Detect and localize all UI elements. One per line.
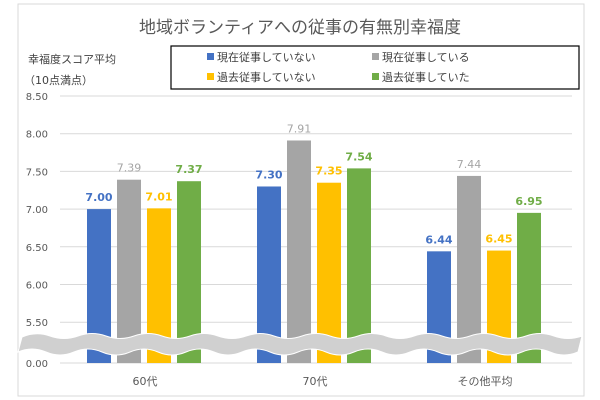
- legend-entry: 現在従事していない: [217, 51, 316, 64]
- data-label: 7.91: [287, 122, 312, 135]
- data-label: 6.95: [515, 195, 542, 208]
- bar: [177, 181, 201, 363]
- data-label: 7.30: [255, 168, 282, 181]
- data-label: 7.00: [85, 191, 112, 204]
- bar: [347, 168, 371, 363]
- y-tick-label: 7.00: [26, 205, 48, 216]
- data-label: 6.44: [425, 233, 452, 246]
- bar: [317, 182, 341, 363]
- y-tick-label: 0.00: [26, 359, 48, 370]
- y-tick-label: 5.50: [26, 318, 48, 329]
- y-axis-label: 幸福度スコア平均: [28, 52, 116, 66]
- y-axis-label-sub: （10点満点）: [24, 74, 93, 87]
- data-label: 7.39: [117, 162, 142, 175]
- x-tick-label: その他平均: [458, 375, 513, 388]
- data-label: 7.01: [145, 190, 172, 203]
- data-label: 7.54: [345, 150, 372, 163]
- legend-entry: 過去従事していない: [217, 71, 316, 84]
- data-label: 7.35: [315, 165, 342, 178]
- y-tick-label: 8.50: [26, 92, 48, 103]
- bar: [287, 140, 311, 363]
- bar: [117, 179, 141, 363]
- y-tick-label: 8.00: [26, 130, 48, 141]
- legend-swatch: [372, 73, 379, 80]
- legend-entry: 現在従事している: [382, 51, 470, 64]
- data-label: 6.45: [485, 233, 512, 246]
- axis-break-band: [17, 333, 583, 356]
- legend-swatch: [372, 53, 379, 60]
- y-tick-label: 6.00: [26, 281, 48, 292]
- legend-swatch: [207, 53, 214, 60]
- legend-entry: 過去従事していた: [382, 71, 470, 84]
- y-tick-label: 7.50: [26, 167, 48, 178]
- data-label: 7.37: [175, 163, 202, 176]
- bar: [457, 175, 481, 363]
- x-tick-label: 70代: [303, 375, 328, 388]
- legend-swatch: [207, 73, 214, 80]
- x-tick-label: 60代: [133, 375, 158, 388]
- chart-title: 地域ボランティアへの従事の有無別幸福度: [139, 18, 461, 38]
- data-label: 7.44: [457, 158, 482, 171]
- y-tick-label: 6.50: [26, 243, 48, 254]
